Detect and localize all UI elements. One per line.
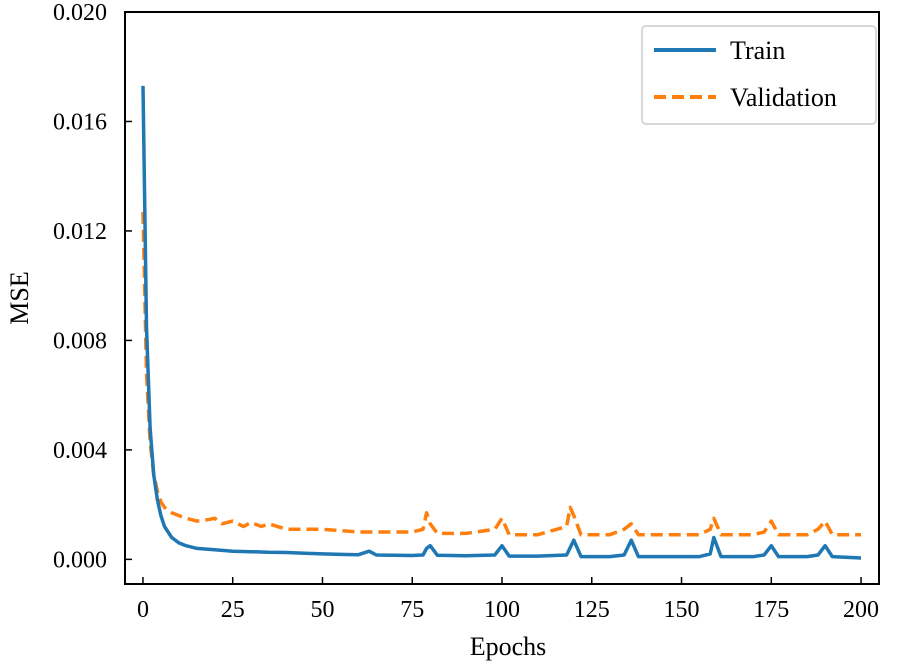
x-tick-label: 75: [400, 597, 424, 623]
x-tick-label: 50: [310, 597, 334, 623]
x-tick-label: 100: [484, 597, 520, 623]
legend-validation-label: Validation: [730, 83, 837, 112]
y-tick-label: 0.012: [53, 219, 107, 245]
series-line-validation: [141, 211, 861, 537]
series-layer: [141, 85, 862, 560]
x-tick-label: 125: [574, 597, 610, 623]
x-axis-title: Epochs: [470, 632, 547, 661]
y-tick-label: 0.008: [53, 328, 107, 354]
y-tick-label: 0.020: [53, 0, 107, 26]
series-line-train: [141, 85, 862, 560]
legend: Train Validation: [641, 25, 877, 125]
x-tick-label: 0: [137, 597, 149, 623]
y-tick-label: 0.000: [53, 547, 107, 573]
y-axis-title: MSE: [5, 271, 34, 324]
x-tick-label: 175: [753, 597, 789, 623]
y-axis-ticks: 0.000 0.004 0.008 0.012 0.016 0.020: [53, 0, 132, 573]
x-tick-label: 150: [664, 597, 700, 623]
legend-train-label: Train: [730, 36, 785, 65]
y-tick-label: 0.016: [53, 109, 107, 135]
x-axis-ticks: 0 25 50 75 100 125 150 175 200: [137, 577, 879, 623]
x-tick-label: 200: [843, 597, 879, 623]
y-tick-label: 0.004: [53, 438, 107, 464]
x-tick-label: 25: [221, 597, 245, 623]
